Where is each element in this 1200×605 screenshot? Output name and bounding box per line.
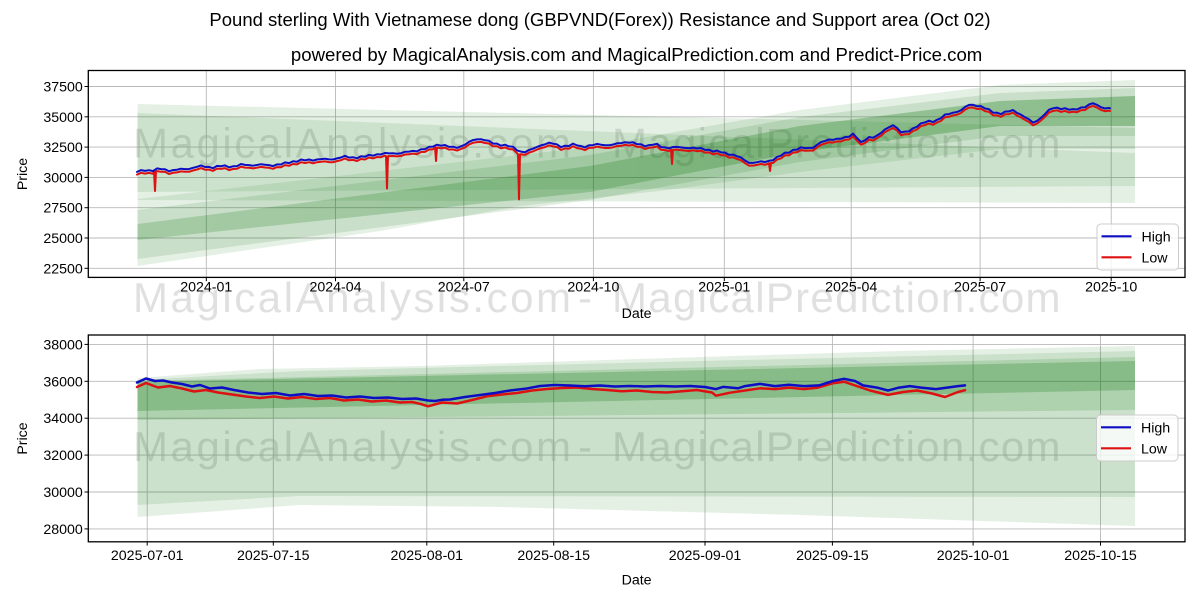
svg-text:High: High xyxy=(1142,229,1171,245)
svg-text:22500: 22500 xyxy=(43,261,83,277)
svg-text:powered by MagicalAnalysis.com: powered by MagicalAnalysis.com and Magic… xyxy=(291,44,982,65)
svg-text:2025-10: 2025-10 xyxy=(1085,280,1137,296)
svg-text:2024-01: 2024-01 xyxy=(180,280,232,296)
svg-text:28000: 28000 xyxy=(43,522,83,538)
svg-text:MagicalAnalysis.com: MagicalAnalysis.com xyxy=(133,274,574,321)
svg-text:2025-08-15: 2025-08-15 xyxy=(517,548,590,564)
svg-text:37500: 37500 xyxy=(43,80,83,96)
svg-text:27500: 27500 xyxy=(43,201,83,217)
svg-text:35000: 35000 xyxy=(43,110,83,126)
svg-text:2025-07: 2025-07 xyxy=(954,280,1006,296)
svg-text:-: - xyxy=(578,120,592,167)
svg-text:Low: Low xyxy=(1141,441,1168,457)
svg-text:Low: Low xyxy=(1142,250,1169,266)
svg-text:2025-10-15: 2025-10-15 xyxy=(1064,548,1137,564)
svg-text:2025-07-01: 2025-07-01 xyxy=(111,548,184,564)
svg-text:MagicalPrediction.com: MagicalPrediction.com xyxy=(612,423,1062,470)
svg-text:2024-04: 2024-04 xyxy=(309,280,361,296)
svg-text:Price: Price xyxy=(15,422,31,454)
svg-text:2025-09-15: 2025-09-15 xyxy=(796,548,869,564)
svg-text:36000: 36000 xyxy=(43,374,83,390)
svg-text:25000: 25000 xyxy=(43,231,83,247)
svg-text:High: High xyxy=(1141,420,1170,436)
svg-text:30000: 30000 xyxy=(43,485,83,501)
svg-text:2025-08-01: 2025-08-01 xyxy=(391,548,464,564)
svg-text:Price: Price xyxy=(15,158,31,190)
svg-text:2025-07-15: 2025-07-15 xyxy=(237,548,310,564)
svg-text:30000: 30000 xyxy=(43,170,83,186)
svg-text:2025-04: 2025-04 xyxy=(825,280,877,296)
svg-text:-: - xyxy=(578,274,592,321)
svg-text:32000: 32000 xyxy=(43,448,83,464)
svg-text:-: - xyxy=(578,423,592,470)
svg-text:Date: Date xyxy=(622,573,652,589)
svg-text:34000: 34000 xyxy=(43,411,83,427)
svg-text:2024-10: 2024-10 xyxy=(567,280,619,296)
svg-text:MagicalAnalysis.com: MagicalAnalysis.com xyxy=(133,423,574,470)
svg-text:38000: 38000 xyxy=(43,337,83,353)
svg-text:2024-07: 2024-07 xyxy=(438,280,490,296)
svg-text:Pound sterling With Vietnamese: Pound sterling With Vietnamese dong (GBP… xyxy=(209,9,990,30)
svg-text:Date: Date xyxy=(622,306,652,322)
svg-text:2025-10-01: 2025-10-01 xyxy=(937,548,1010,564)
svg-text:MagicalPrediction.com: MagicalPrediction.com xyxy=(612,274,1062,321)
svg-text:32500: 32500 xyxy=(43,140,83,156)
svg-text:2025-09-01: 2025-09-01 xyxy=(669,548,742,564)
svg-text:2025-01: 2025-01 xyxy=(698,280,750,296)
